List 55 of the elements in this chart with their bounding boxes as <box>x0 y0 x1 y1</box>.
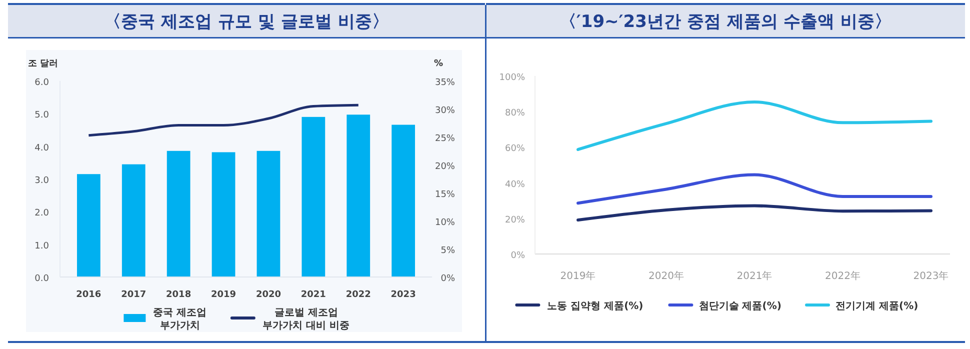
x-tick-label: 2017 <box>121 290 146 300</box>
y2-tick-label: 5% <box>440 246 456 256</box>
y2-tick-label: 0% <box>440 274 456 284</box>
line-series <box>576 204 932 222</box>
x-tick-label: 2020年 <box>648 270 684 282</box>
y-tick-label: 2.0 <box>34 208 50 219</box>
line-series <box>87 104 360 137</box>
y-tick-label: 40% <box>504 180 526 190</box>
y-tick-label: 1.0 <box>34 241 50 252</box>
legend-label: 글로벌 제조업 부가가치 대비 비중 <box>262 308 350 332</box>
y-tick-label: 3.0 <box>34 176 50 186</box>
x-tick-label: 2020 <box>256 290 282 300</box>
bar <box>256 150 280 277</box>
y-tick-label: 0% <box>510 251 526 261</box>
x-tick-label: 2022 <box>346 290 371 300</box>
x-tick-label: 2022年 <box>825 270 860 282</box>
y-tick-label: 5.0 <box>34 110 50 121</box>
y2-axis-title: % <box>434 59 444 69</box>
y2-tick-label: 15% <box>434 190 456 200</box>
x-tick-label: 2019年 <box>560 270 596 282</box>
bar <box>212 152 236 277</box>
y-tick-label: 100% <box>499 73 526 83</box>
y-tick-label: 80% <box>504 108 526 119</box>
y-tick-label: 6.0 <box>34 78 50 88</box>
x-tick-label: 2023 <box>390 290 416 300</box>
y2-tick-label: 20% <box>434 162 456 172</box>
bar <box>76 174 100 277</box>
legend-label: 전기기계 제품(%) <box>836 301 918 312</box>
y-axis-title: 조 달러 <box>28 59 58 69</box>
y2-tick-label: 10% <box>434 218 456 228</box>
x-tick-label: 2021 <box>300 290 326 300</box>
x-tick-label: 2021年 <box>736 270 772 282</box>
y2-tick-label: 35% <box>434 78 456 88</box>
y-tick-label: 4.0 <box>34 143 50 154</box>
x-tick-label: 2016 <box>76 290 102 300</box>
bar <box>302 116 326 277</box>
x-tick-label: 2018 <box>166 290 192 300</box>
bar <box>122 164 146 277</box>
line-series <box>576 100 932 152</box>
legend-label: 중국 제조업 부가가치 <box>153 308 207 332</box>
bar <box>166 150 190 277</box>
y2-tick-label: 25% <box>434 134 456 144</box>
bar <box>346 114 370 277</box>
legend-label: 노동 집약형 제품(%) <box>547 301 644 312</box>
y-tick-label: 20% <box>504 215 526 226</box>
legend-label: 첨단기술 제품(%) <box>698 301 782 312</box>
bar <box>392 124 416 277</box>
y-tick-label: 0.0 <box>34 274 50 284</box>
x-tick-label: 2023年 <box>913 270 949 282</box>
chart-title: 〈′19~′23년간 중점 제품의 수출액 비중〉 <box>559 12 892 32</box>
line-series <box>576 173 932 205</box>
y2-tick-label: 30% <box>434 106 456 116</box>
y-tick-label: 60% <box>504 144 526 154</box>
x-tick-label: 2019 <box>210 290 236 300</box>
chart-title: 〈중국 제조업 규모 및 글로벌 비중〉 <box>104 12 389 32</box>
